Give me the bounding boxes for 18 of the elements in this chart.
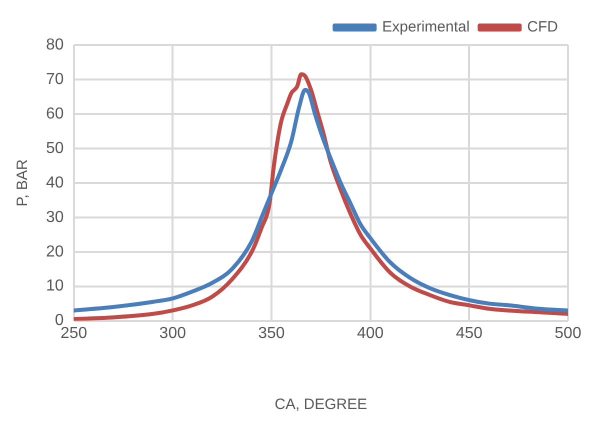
y-tick-label: 20 xyxy=(46,243,64,260)
x-tick-label: 500 xyxy=(554,324,582,342)
legend-label: CFD xyxy=(527,18,558,36)
y-tick-label: 60 xyxy=(46,105,64,122)
x-tick-label: 450 xyxy=(456,324,483,342)
x-tick-label: 350 xyxy=(258,324,285,342)
y-tick-label: 40 xyxy=(46,174,64,192)
legend-label: Experimental xyxy=(382,18,470,36)
y-tick-label: 80 xyxy=(46,36,64,54)
y-tick-label: 10 xyxy=(46,278,64,295)
x-axis-title: CA, DEGREE xyxy=(274,396,368,414)
y-tick-label: 50 xyxy=(46,140,64,157)
x-tick-label: 400 xyxy=(356,324,384,342)
y-tick-label: 70 xyxy=(46,70,64,88)
x-tick-label: 300 xyxy=(159,324,186,342)
y-axis-title: P, BAR xyxy=(14,159,32,207)
x-tick-label: 250 xyxy=(60,324,88,342)
y-tick-label: 30 xyxy=(46,208,64,226)
